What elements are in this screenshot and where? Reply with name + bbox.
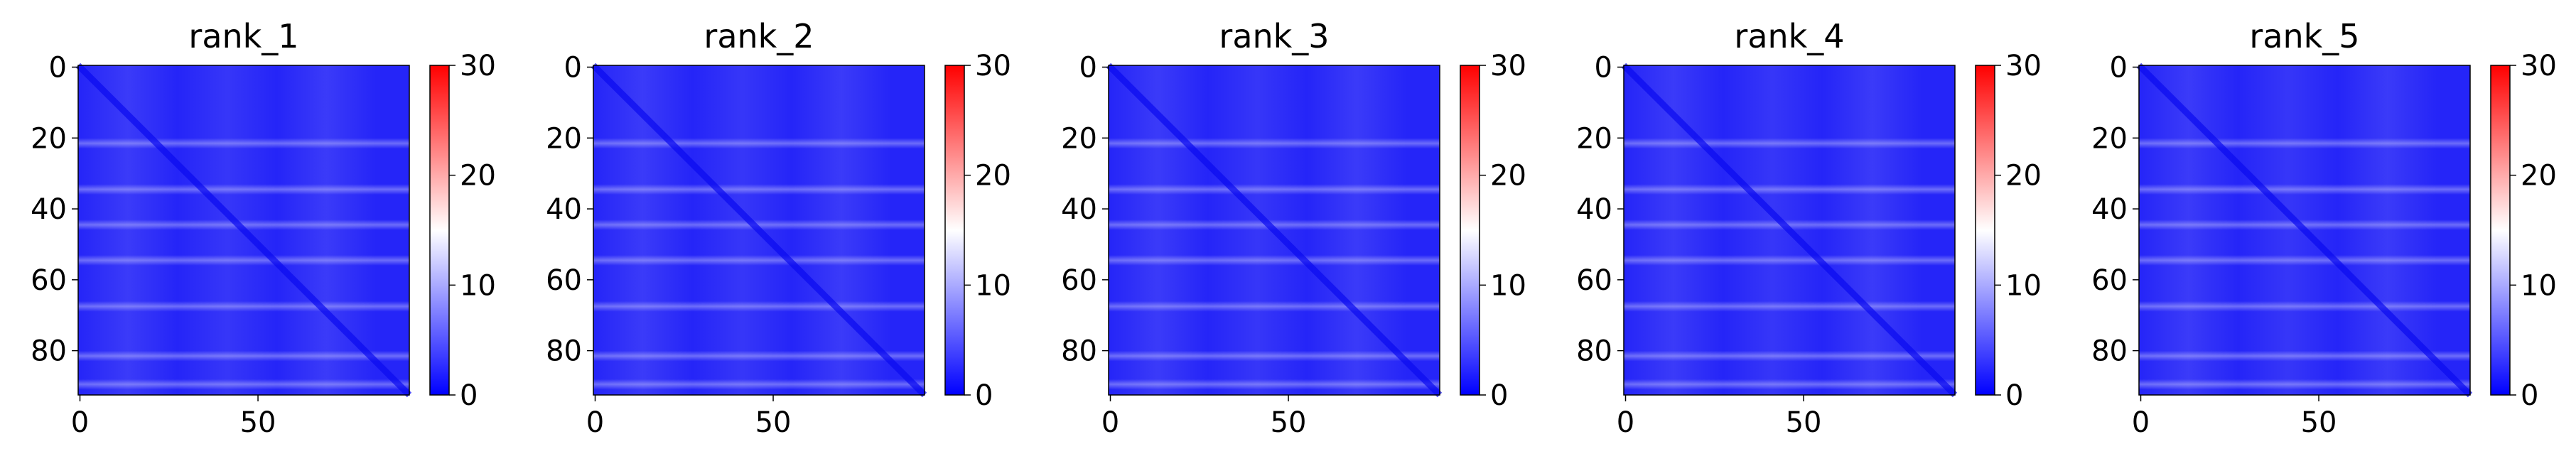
x-tick-label: 50	[1271, 406, 1307, 439]
heatmap-panel-2: rank_2 0 20 40 60 80 0 50 0 10 20 30	[546, 17, 1011, 439]
colorbar-tick-label: 20	[975, 160, 1011, 193]
panel-title: rank_4	[1734, 17, 1844, 55]
heatmap-frame	[593, 65, 925, 396]
x-tick-label: 50	[240, 406, 276, 439]
heatmap-diagonal	[2136, 63, 2473, 398]
y-tick-label: 0	[1595, 51, 1612, 84]
colorbar-tick-label: 30	[2005, 50, 2042, 82]
colorbar-tick-label: 0	[1490, 379, 1508, 412]
y-tick-label: 60	[1061, 264, 1097, 297]
colorbar-tick-label: 10	[2005, 269, 2042, 302]
colorbar-tick-label: 0	[2521, 379, 2538, 412]
x-tick-label: 0	[586, 406, 604, 439]
y-tick-label: 0	[1079, 51, 1097, 84]
y-tick-label: 40	[31, 193, 67, 226]
y-tick-label: 20	[2091, 122, 2128, 155]
heatmap-frame	[77, 65, 410, 396]
heatmap-panel-3: rank_3 0 20 40 60 80 0 50 0 10 20 30	[1061, 17, 1526, 439]
colorbar	[1975, 65, 1995, 396]
y-tick-label: 20	[1061, 122, 1097, 155]
colorbar	[2490, 65, 2511, 396]
colorbar-tick-label: 20	[460, 160, 496, 193]
colorbar-tick-label: 0	[460, 379, 478, 412]
colorbar	[1460, 65, 1480, 396]
colorbar-tick-label: 0	[2005, 379, 2023, 412]
panel-title: rank_1	[188, 17, 298, 55]
colorbar-tick-label: 20	[2005, 160, 2042, 193]
y-tick-label: 0	[564, 51, 582, 84]
heatmap-panel-5: rank_5 0 20 40 60 80 0 50 0 10 20 30	[2091, 17, 2557, 439]
x-tick-label: 50	[2301, 406, 2337, 439]
panel-title: rank_2	[704, 17, 814, 55]
y-tick-label: 60	[546, 264, 582, 297]
heatmap-frame	[1623, 65, 1956, 396]
x-tick-label: 50	[1786, 406, 1822, 439]
colorbar-tick-label: 30	[460, 50, 496, 82]
x-tick-label: 0	[1617, 406, 1634, 439]
panel-title: rank_5	[2249, 17, 2359, 55]
colorbar-tick-label: 10	[2521, 269, 2557, 302]
y-tick-label: 60	[1576, 264, 1612, 297]
y-tick-label: 40	[1061, 193, 1097, 226]
y-tick-label: 40	[2091, 193, 2128, 226]
colorbar-tick-label: 10	[975, 269, 1011, 302]
x-tick-label: 0	[1101, 406, 1119, 439]
y-tick-label: 80	[546, 335, 582, 368]
heatmap-diagonal	[75, 63, 412, 398]
y-tick-label: 0	[2110, 51, 2128, 84]
colorbar-tick-label: 20	[1490, 160, 1526, 193]
y-tick-label: 80	[2091, 335, 2128, 368]
heatmap-diagonal	[1106, 63, 1443, 398]
y-tick-label: 80	[1061, 335, 1097, 368]
x-tick-label: 50	[755, 406, 792, 439]
colorbar-tick-label: 30	[975, 50, 1011, 82]
y-tick-label: 0	[49, 51, 67, 84]
y-tick-label: 80	[1576, 335, 1612, 368]
colorbar-tick-label: 30	[1490, 50, 1526, 82]
heatmap-diagonal	[591, 63, 927, 398]
x-tick-label: 0	[71, 406, 89, 439]
y-tick-label: 60	[2091, 264, 2128, 297]
colorbar-tick-label: 10	[460, 269, 496, 302]
colorbar-tick-label: 0	[975, 379, 993, 412]
x-tick-label: 0	[2132, 406, 2150, 439]
y-tick-label: 20	[1576, 122, 1612, 155]
heatmap-panel-1: rank_1 0 20 40 60 80 0 50 0 10 20 30	[31, 17, 496, 439]
heatmap-frame	[1108, 65, 1440, 396]
y-tick-label: 60	[31, 264, 67, 297]
colorbar-tick-label: 10	[1490, 269, 1526, 302]
heatmap-frame	[2138, 65, 2471, 396]
y-tick-label: 40	[546, 193, 582, 226]
colorbar	[944, 65, 965, 396]
colorbar	[429, 65, 450, 396]
y-tick-label: 20	[546, 122, 582, 155]
y-tick-label: 40	[1576, 193, 1612, 226]
heatmap-panel-4: rank_4 0 20 40 60 80 0 50 0 10 20 30	[1576, 17, 2042, 439]
y-tick-label: 80	[31, 335, 67, 368]
colorbar-tick-label: 30	[2521, 50, 2557, 82]
colorbar-tick-label: 20	[2521, 160, 2557, 193]
y-tick-label: 20	[31, 122, 67, 155]
heatmap-diagonal	[1621, 63, 1958, 398]
panel-title: rank_3	[1219, 17, 1329, 55]
